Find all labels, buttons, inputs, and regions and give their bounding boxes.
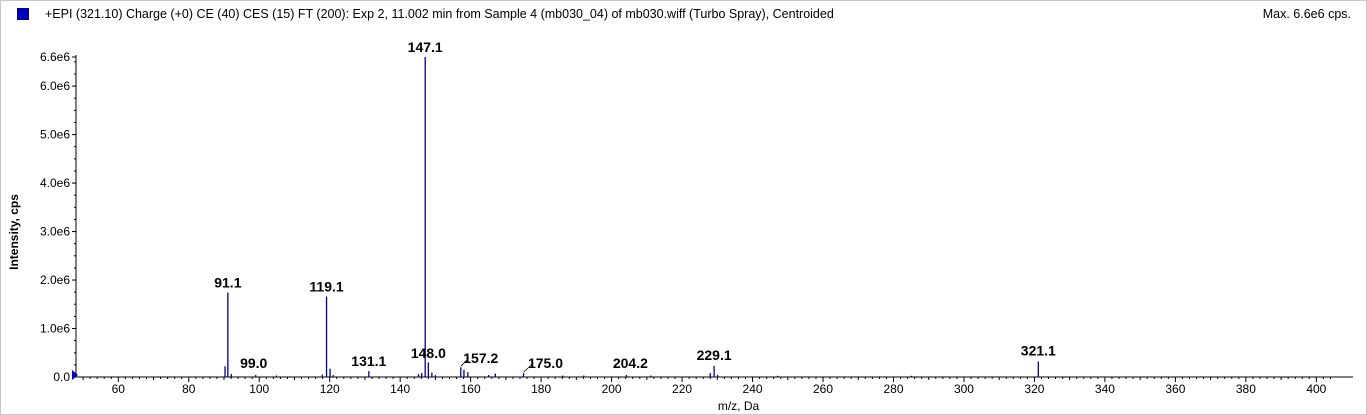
x-tick-label: 400 (1306, 382, 1326, 396)
y-tick-label: 1.0e6 (40, 322, 70, 336)
x-tick-label: 160 (461, 382, 481, 396)
peak-label: 148.0 (411, 345, 446, 361)
origin-marker-icon[interactable] (72, 370, 78, 380)
x-tick-label: 180 (531, 382, 551, 396)
peak-label: 119.1 (309, 279, 343, 295)
x-tick-label: 60 (112, 382, 126, 396)
peak-bars (224, 57, 1039, 377)
y-axis: 0.0 1.0e6 2.0e6 3.0e6 4.0e6 5.0e6 6.0e6 6.6e6 (40, 50, 77, 384)
y-tick-label: 6.0e6 (40, 79, 70, 93)
max-intensity-label: Max. 6.6e6 cps. (1262, 7, 1351, 21)
peak-label: 91.1 (214, 275, 241, 291)
peak-label: 157.2 (463, 350, 498, 366)
peak-label: 204.2 (613, 355, 648, 371)
x-tick-label: 80 (182, 382, 196, 396)
peak-label-leader (460, 357, 470, 367)
x-tick-label: 340 (1095, 382, 1115, 396)
peak-label: 147.1 (408, 39, 443, 55)
x-tick-label: 260 (813, 382, 833, 396)
x-axis-label: m/z, Da (718, 399, 760, 413)
y-tick-label: 0.0 (53, 370, 70, 384)
y-tick-label: 3.0e6 (40, 225, 70, 239)
peak-label: 229.1 (697, 347, 732, 363)
spectrum-title: +EPI (321.10) Charge (+0) CE (40) CES (1… (45, 7, 834, 21)
y-tick-label: 6.6e6 (40, 50, 70, 64)
peak-label: 321.1 (1021, 342, 1056, 358)
y-tick-label: 5.0e6 (40, 128, 70, 142)
x-tick-label: 120 (320, 382, 340, 396)
peak-label: 175.0 (528, 355, 563, 371)
x-tick-label: 280 (883, 382, 903, 396)
x-tick-label: 200 (602, 382, 622, 396)
x-tick-label: 300 (954, 382, 974, 396)
y-axis-label: Intensity, cps (7, 194, 21, 270)
x-tick-label: 240 (743, 382, 763, 396)
x-tick-label: 220 (672, 382, 692, 396)
x-tick-label: 140 (390, 382, 410, 396)
peak-label: 131.1 (351, 353, 386, 369)
x-tick-label: 360 (1165, 382, 1185, 396)
peak-labels: 91.1 99.0 119.1 131.1 147.1 148.0 157.2 175.0 20… (214, 39, 1056, 373)
x-tick-label: 380 (1236, 382, 1256, 396)
x-tick-label: 320 (1024, 382, 1044, 396)
x-axis: 60 80 100 120 140 160 180 200 220 240 260 280 300 320… (76, 376, 1353, 396)
x-tick-label: 100 (249, 382, 269, 396)
spectrum-header: +EPI (321.10) Charge (+0) CE (40) CES (1… (15, 7, 1355, 25)
trace-color-marker-icon[interactable] (17, 8, 29, 20)
y-tick-label: 2.0e6 (40, 273, 70, 287)
y-tick-label: 4.0e6 (40, 176, 70, 190)
peak-label-leader (523, 362, 534, 373)
peak-label: 99.0 (240, 355, 267, 371)
